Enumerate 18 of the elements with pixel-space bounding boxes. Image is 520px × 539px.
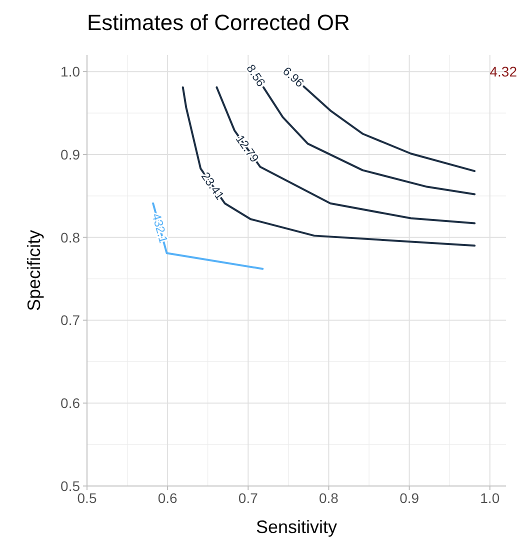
y-tick-label: 0.7 xyxy=(60,312,80,328)
y-tick-label: 1.0 xyxy=(60,64,80,80)
annotation: 4.32 xyxy=(490,64,518,80)
x-tick-label: 0.6 xyxy=(158,490,178,506)
x-tick-label: 1.0 xyxy=(480,490,500,506)
x-axis-title: Sensitivity xyxy=(256,517,338,537)
x-tick-label: 0.9 xyxy=(400,490,420,506)
text: 6.96 xyxy=(280,64,307,90)
chart-title: Estimates of Corrected OR xyxy=(87,10,350,35)
line-series xyxy=(182,86,476,247)
line-series xyxy=(262,86,476,196)
line-series xyxy=(302,85,476,172)
y-tick-label: 0.8 xyxy=(60,229,80,246)
y-tick-label: 0.6 xyxy=(60,395,80,412)
x-tick-label: 0.7 xyxy=(238,490,258,506)
y-tick-label: 0.9 xyxy=(60,146,80,162)
x-tick-label: 0.8 xyxy=(318,490,339,506)
y-axis-title: Specificity xyxy=(24,230,44,312)
